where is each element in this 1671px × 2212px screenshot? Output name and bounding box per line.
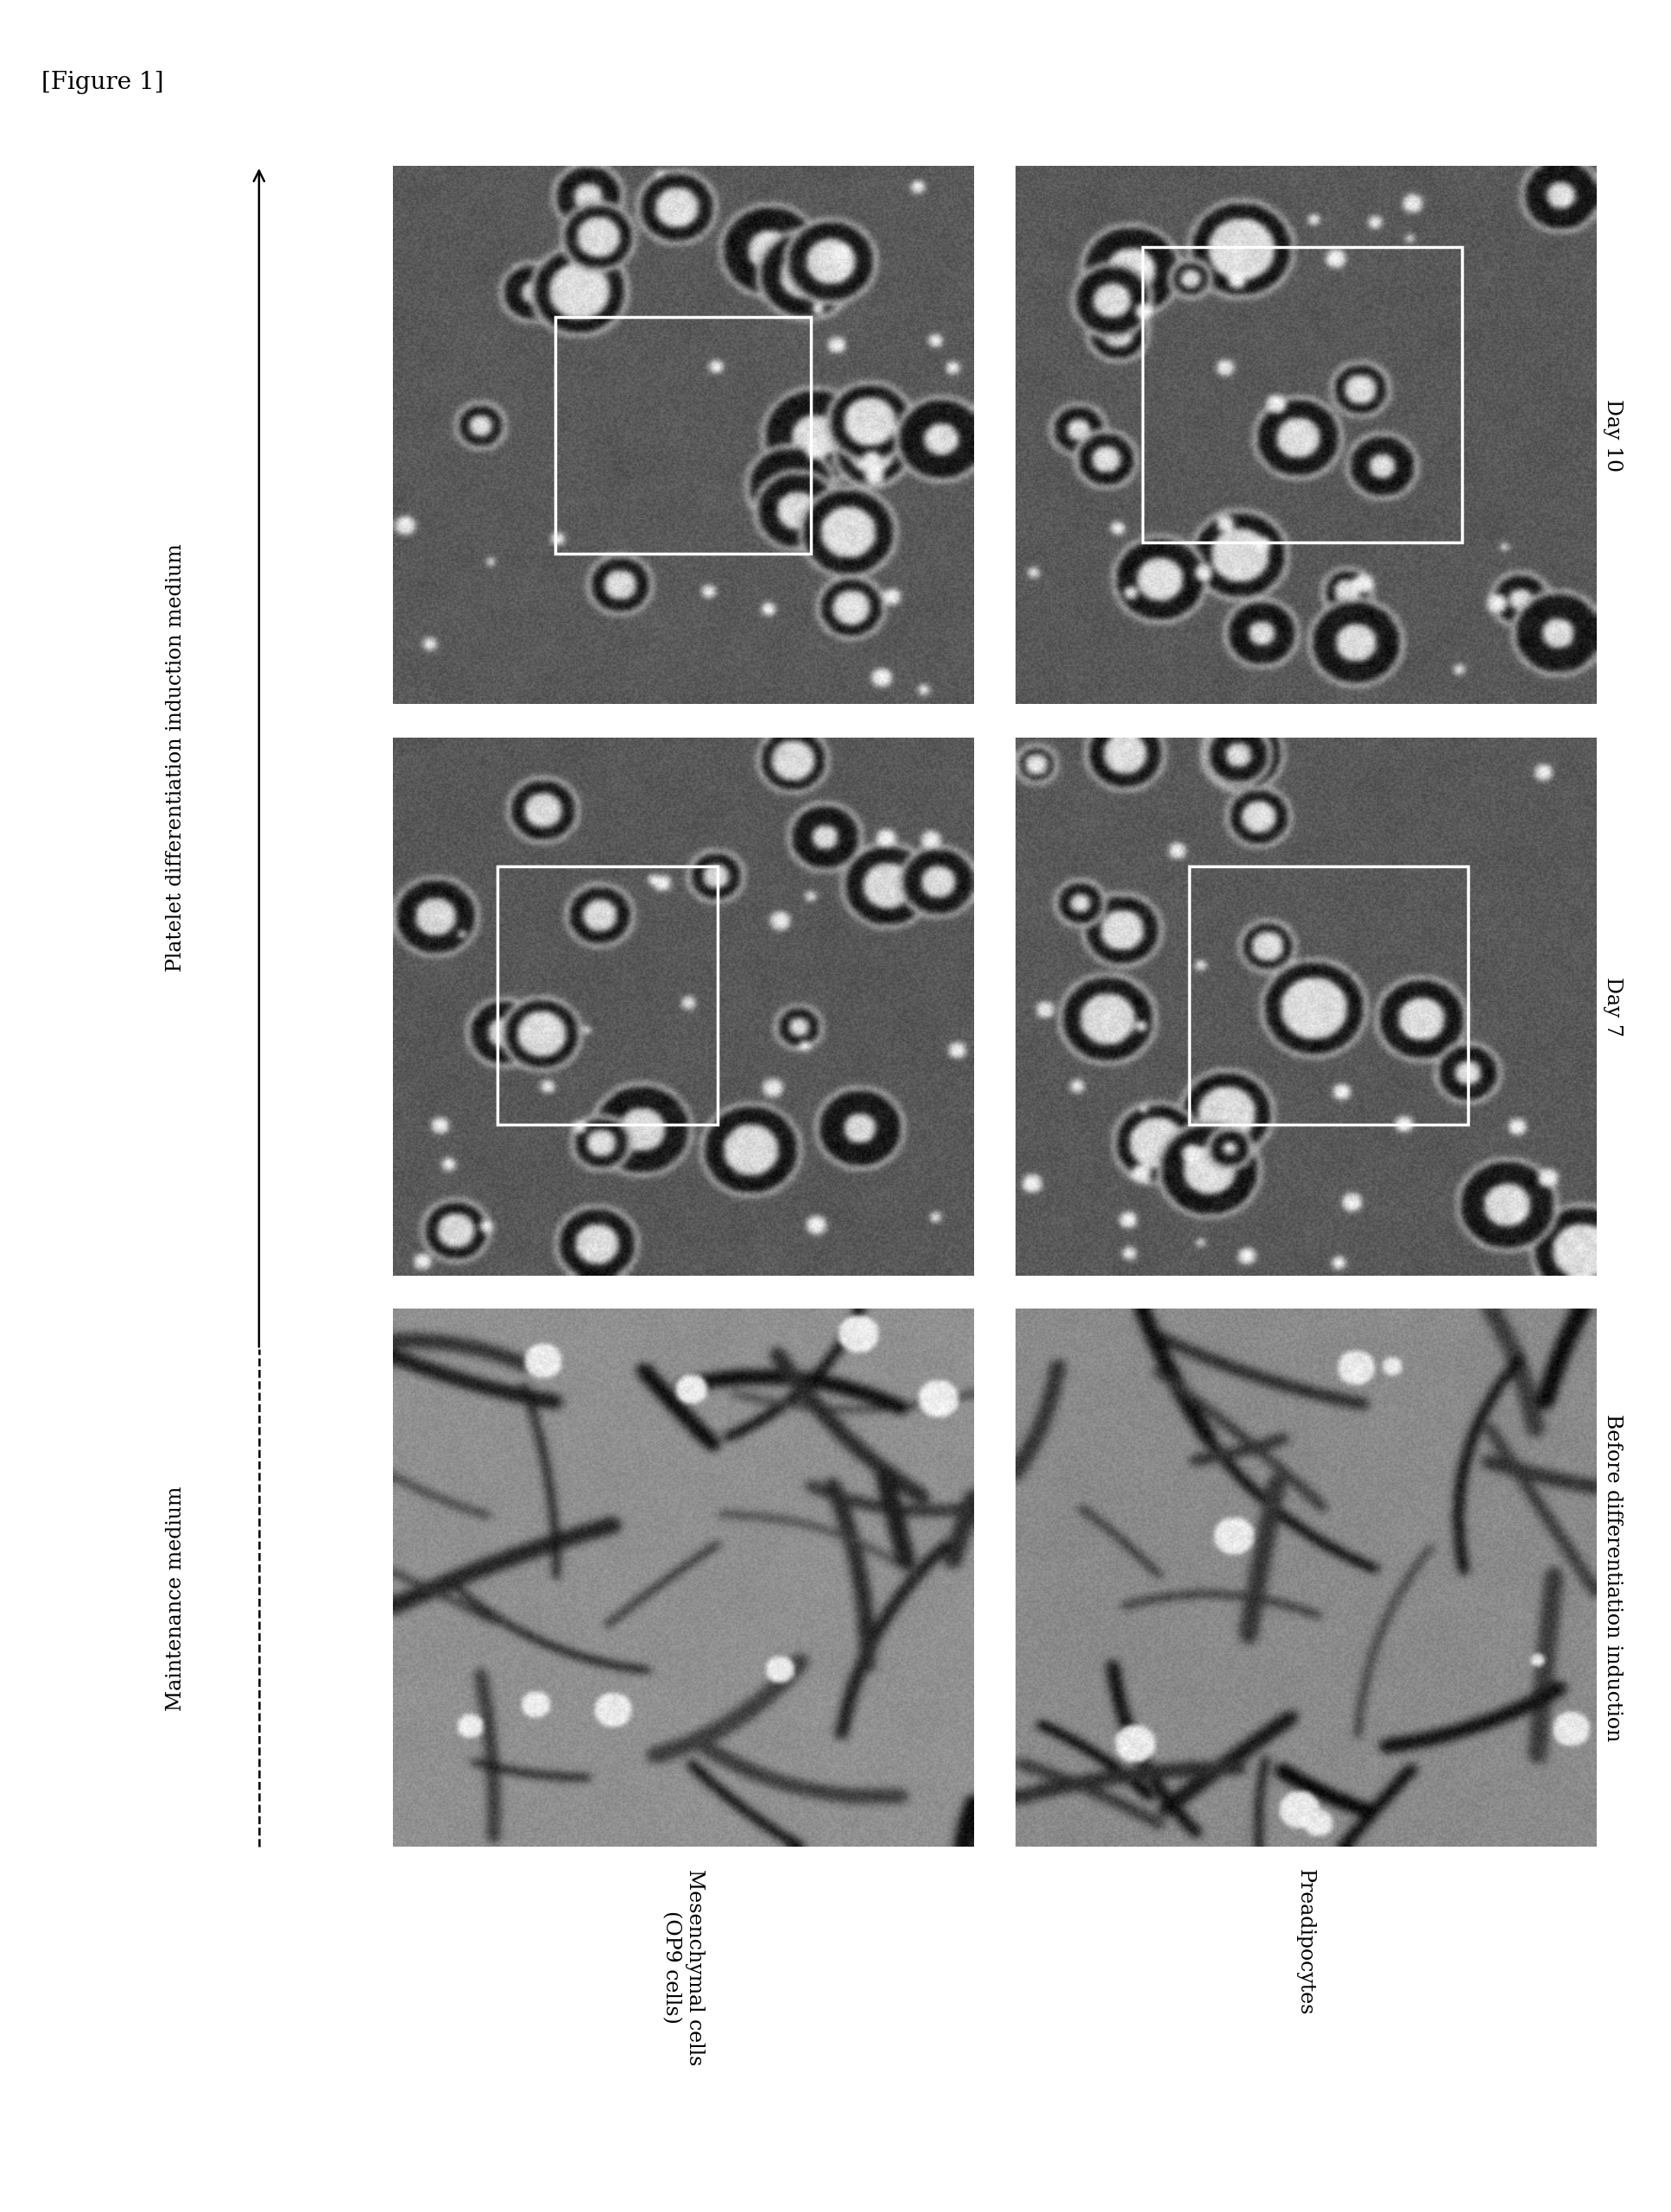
Text: Day 10: Day 10	[1602, 398, 1623, 471]
Text: Mesenchymal cells
(OP9 cells): Mesenchymal cells (OP9 cells)	[662, 1869, 705, 2066]
Text: [Figure 1]: [Figure 1]	[42, 71, 164, 95]
Text: Day 7: Day 7	[1602, 978, 1623, 1035]
Text: Preadipocytes: Preadipocytes	[1295, 1869, 1315, 2015]
Text: Before differentiation induction: Before differentiation induction	[1602, 1413, 1623, 1741]
Text: Platelet differentiation induction medium: Platelet differentiation induction mediu…	[165, 544, 185, 971]
Text: Maintenance medium: Maintenance medium	[165, 1486, 185, 1710]
